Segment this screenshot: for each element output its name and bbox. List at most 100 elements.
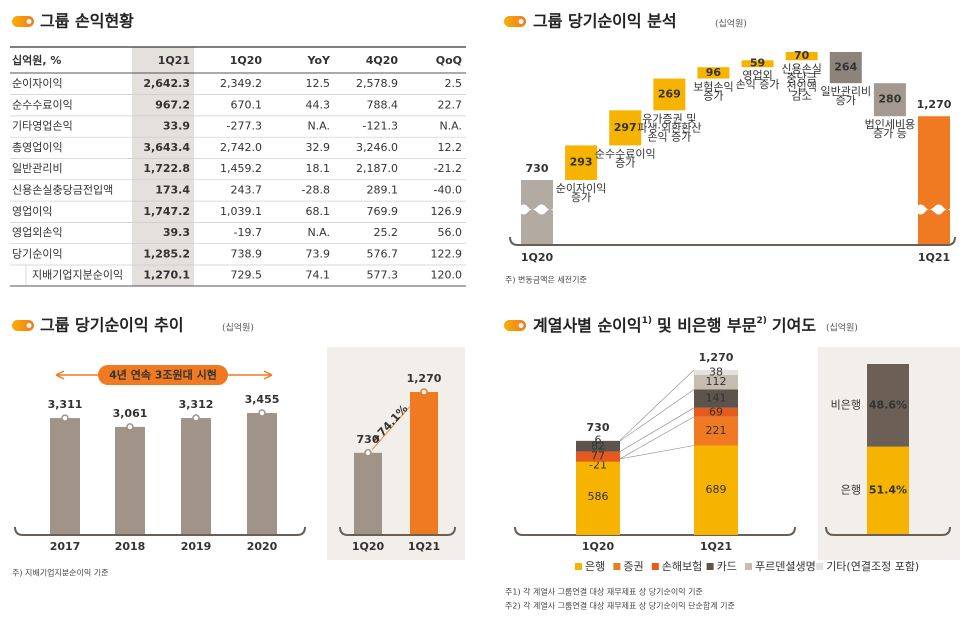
bar xyxy=(741,60,774,68)
bar-segment xyxy=(576,440,620,441)
cell: 120.0 xyxy=(431,269,463,282)
value-label: 280 xyxy=(878,93,901,106)
bar-segment xyxy=(694,370,738,375)
value-label: 51.4% xyxy=(869,483,907,496)
value-label: 96 xyxy=(706,66,722,79)
cell: 3,643.4 xyxy=(143,141,190,154)
icon xyxy=(504,320,526,331)
cell: 2,187.0 xyxy=(356,162,398,175)
value-label: 3,455 xyxy=(245,393,280,406)
panel-background xyxy=(327,347,465,560)
cell: 173.4 xyxy=(155,184,190,197)
legend-swatch xyxy=(816,563,824,570)
connector xyxy=(619,369,695,441)
column-header: YoY xyxy=(307,54,332,67)
category-label: 감소 xyxy=(792,89,812,102)
cell: N.A. xyxy=(439,120,462,133)
title-part: 기여도 xyxy=(772,316,816,335)
category-label: 유가증권 및 xyxy=(642,112,696,125)
bar-segment xyxy=(694,416,738,446)
connector xyxy=(619,389,695,442)
annotation-pill xyxy=(98,365,228,385)
value-label: 3,312 xyxy=(179,398,214,411)
legend-label: 기타(연결조정 포함) xyxy=(826,560,919,573)
category-label: 손익 증가 xyxy=(736,78,780,91)
row-label: 영업외손익 xyxy=(12,226,63,239)
column-header: 1Q21 xyxy=(158,54,190,67)
category-label: 증가 xyxy=(703,90,723,103)
cell: 32.9 xyxy=(306,141,331,154)
segment-label: 689 xyxy=(706,483,727,496)
connector xyxy=(619,416,695,460)
row-label: 순수수료이익 xyxy=(12,98,73,111)
bar-segment xyxy=(867,446,909,534)
category-label: 신용손실 xyxy=(781,62,821,75)
cell: 289.1 xyxy=(367,184,399,197)
panel-title: 계열사별 순이익1) 및 비은행 부문2) 기여도 xyxy=(533,316,816,335)
cell: 577.3 xyxy=(367,269,399,282)
panel-title: 그룹 손익현황 xyxy=(40,12,134,31)
row-label: 순이자이익 xyxy=(12,77,63,90)
cell: 56.0 xyxy=(438,226,463,239)
cell: -19.7 xyxy=(234,226,262,239)
row-label: 영업이익 xyxy=(12,205,52,218)
legend-label: 증권 xyxy=(623,560,643,573)
panel-title: 그룹 당기순이익 분석 xyxy=(533,12,677,31)
icon xyxy=(504,16,526,27)
footnote: 주) 지배기업지분순이익 기준 xyxy=(12,568,109,578)
value-label: 1,270 xyxy=(407,372,442,385)
value-label: 269 xyxy=(658,87,681,100)
cell: -40.0 xyxy=(434,184,462,197)
segment-label: 586 xyxy=(588,490,609,503)
cell: 2,578.9 xyxy=(356,77,398,90)
bar xyxy=(354,452,382,534)
connector xyxy=(619,407,695,452)
footnote: 주1) 각 계열사 그룹연결 대상 재무제표 상 당기순이익 기준 xyxy=(505,587,703,597)
segment-label: 82 xyxy=(591,439,605,452)
value-label: 59 xyxy=(750,57,765,70)
bar-segment xyxy=(694,407,738,417)
value-label: 70 xyxy=(794,49,810,62)
legend-label: 은행 xyxy=(585,560,605,573)
bar-marker xyxy=(126,423,134,431)
value-label: 1,270 xyxy=(917,98,952,111)
category-label: 법인세비용 xyxy=(865,118,916,131)
column-header: 십억원, % xyxy=(12,53,61,67)
legend-swatch xyxy=(575,563,582,570)
bar-segment xyxy=(576,440,620,452)
legend-swatch xyxy=(613,563,621,570)
category-label: 비은행 xyxy=(831,398,861,411)
bar xyxy=(653,78,686,111)
highlight-column xyxy=(132,47,194,286)
cell: 2.5 xyxy=(445,77,463,90)
row-label: 총영업이익 xyxy=(12,141,63,154)
bar xyxy=(697,67,730,79)
category-label: 순이자이익 xyxy=(556,182,607,195)
cell: 769.9 xyxy=(367,205,399,218)
category-label: 2018 xyxy=(115,540,146,553)
bar-segment xyxy=(694,445,738,535)
footnote: 주2) 각 계열사 그룹연결 대상 재무제표 상 당기순이익 단순합계 기준 xyxy=(505,601,735,611)
row-label: 일반관리비 xyxy=(12,161,63,175)
bar xyxy=(181,418,211,534)
category-label: 손익 증가 xyxy=(647,130,691,143)
cell: 73.9 xyxy=(306,247,331,260)
total-label: 1,270 xyxy=(699,351,734,364)
category-label: 전입액 xyxy=(786,80,816,93)
bar xyxy=(785,52,818,61)
category-label: 증가 xyxy=(571,191,591,204)
cell: 2,742.0 xyxy=(220,141,262,154)
category-label: 2019 xyxy=(181,540,212,553)
bar xyxy=(873,83,906,117)
category-label: 영업외 xyxy=(742,69,772,82)
cell: 74.1 xyxy=(306,269,331,282)
growth-line xyxy=(371,394,421,451)
bar-marker xyxy=(61,414,69,422)
cell: 12.5 xyxy=(306,77,331,90)
bar-segment xyxy=(867,364,909,447)
category-label: 2017 xyxy=(50,540,81,553)
cell: 12.2 xyxy=(438,141,463,154)
cell: 738.9 xyxy=(231,247,263,260)
axis-break xyxy=(519,204,555,215)
